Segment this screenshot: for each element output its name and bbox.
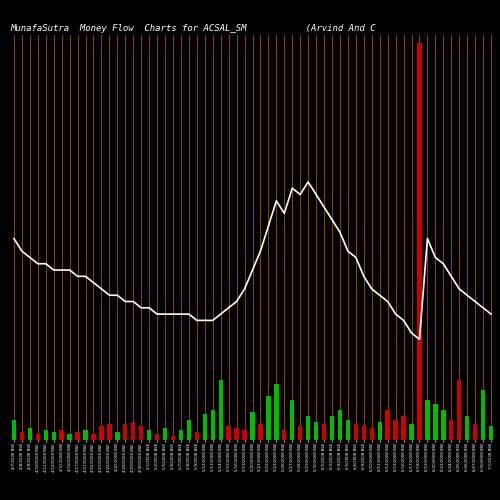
- Bar: [314, 422, 318, 440]
- Bar: [242, 430, 246, 440]
- Bar: [202, 414, 207, 440]
- Bar: [362, 426, 366, 440]
- Bar: [226, 426, 231, 440]
- Bar: [410, 424, 414, 440]
- Bar: [449, 420, 454, 440]
- Bar: [418, 43, 422, 440]
- Bar: [139, 426, 143, 440]
- Bar: [489, 426, 493, 440]
- Bar: [52, 432, 56, 440]
- Bar: [282, 430, 286, 440]
- Bar: [234, 428, 239, 440]
- Text: MunafaSutra  Money Flow  Charts for ACSAL_SM           (Arvind And C: MunafaSutra Money Flow Charts for ACSAL_…: [10, 24, 376, 33]
- Bar: [433, 404, 438, 440]
- Bar: [68, 434, 72, 440]
- Bar: [402, 416, 406, 440]
- Bar: [107, 424, 112, 440]
- Bar: [171, 436, 175, 440]
- Bar: [258, 424, 262, 440]
- Bar: [20, 432, 24, 440]
- Bar: [218, 380, 223, 440]
- Bar: [370, 428, 374, 440]
- Bar: [76, 432, 80, 440]
- Bar: [306, 416, 310, 440]
- Bar: [28, 428, 32, 440]
- Bar: [179, 430, 183, 440]
- Bar: [346, 420, 350, 440]
- Bar: [338, 410, 342, 440]
- Bar: [44, 430, 48, 440]
- Bar: [266, 396, 270, 440]
- Bar: [298, 426, 302, 440]
- Bar: [147, 430, 152, 440]
- Bar: [92, 434, 96, 440]
- Bar: [465, 416, 469, 440]
- Bar: [457, 380, 462, 440]
- Bar: [473, 424, 478, 440]
- Bar: [131, 422, 136, 440]
- Bar: [425, 400, 430, 440]
- Bar: [155, 434, 160, 440]
- Bar: [60, 430, 64, 440]
- Bar: [163, 428, 167, 440]
- Bar: [481, 390, 486, 440]
- Bar: [441, 410, 446, 440]
- Bar: [194, 432, 199, 440]
- Bar: [354, 424, 358, 440]
- Bar: [115, 432, 119, 440]
- Bar: [210, 410, 215, 440]
- Bar: [290, 400, 294, 440]
- Bar: [250, 412, 254, 440]
- Bar: [99, 426, 103, 440]
- Bar: [322, 424, 326, 440]
- Bar: [12, 420, 16, 440]
- Bar: [330, 416, 334, 440]
- Bar: [394, 420, 398, 440]
- Bar: [186, 420, 191, 440]
- Bar: [36, 434, 40, 440]
- Bar: [274, 384, 278, 440]
- Bar: [386, 410, 390, 440]
- Bar: [123, 424, 128, 440]
- Bar: [378, 422, 382, 440]
- Bar: [84, 430, 87, 440]
